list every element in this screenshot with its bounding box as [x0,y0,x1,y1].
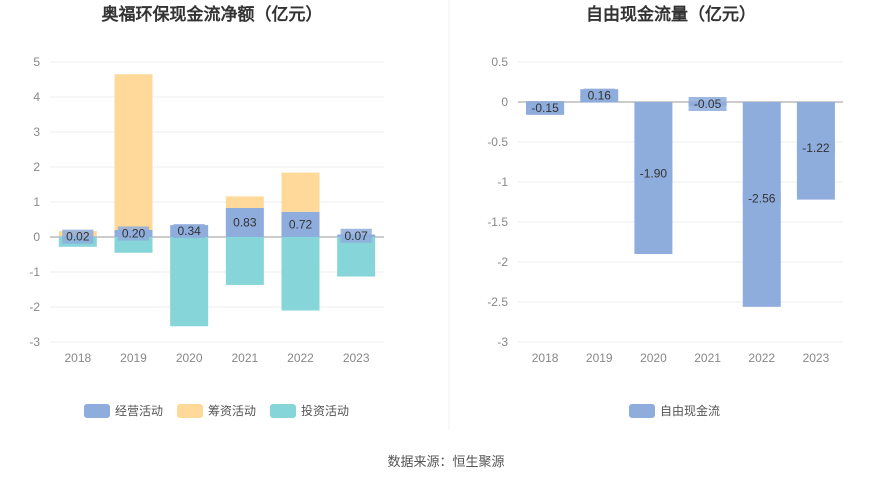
y-tick-label: 4 [33,90,40,104]
data-label-background [742,191,781,206]
bar-筹资活动-2019 [114,74,153,230]
x-tick-label: 2018 [64,351,91,365]
data-label: -0.05 [694,97,722,111]
y-tick-label: 0 [33,230,40,244]
data-label-background [284,217,317,232]
y-tick-label: -1.5 [487,215,508,229]
x-tick-label: 2023 [803,351,830,365]
legend-swatch [84,404,110,418]
bar-投资活动-2020 [170,237,209,327]
data-label: -2.56 [748,191,776,205]
free-cashflow-chart: 自由现金流量（亿元） 0.5 0 -0.5 -1 -1.5 -2 -2.5 -3 2018 2019… [487,4,843,418]
bar-筹资活动-2021 [225,196,264,208]
x-tick-label: 2023 [343,351,370,365]
bar-筹资活动-2022 [281,172,320,212]
x-tick-label: 2019 [120,351,147,365]
cashflow-net-chart: 奥福环保现金流净额（亿元） 5 4 3 2 1 0 -1 -2 -3 2018 2019 2020 202… [29,4,384,418]
data-label: 0.16 [588,89,612,103]
chart-title: 奥福环保现金流净额（亿元） [102,4,323,24]
y-tick-label: -0.5 [487,135,508,149]
data-label-background [173,224,205,239]
x-tick-label: 2022 [748,351,775,365]
bar-投资活动-2023 [337,237,376,277]
bar-投资活动-2021 [225,237,264,285]
data-label: -0.15 [531,101,559,115]
y-tick-label: -2.5 [487,295,508,309]
legend-label: 投资活动 [301,403,349,418]
x-tick-label: 2021 [231,351,258,365]
y-tick-label: -3 [497,335,508,349]
y-tick-label: 2 [33,160,40,174]
data-label: 0.07 [344,229,368,243]
y-tick-label: 3 [33,125,40,139]
data-label-background [583,88,615,103]
data-label: -1.22 [802,141,830,155]
data-label-background [62,229,94,244]
data-label-background [229,215,261,230]
x-tick-label: 2020 [176,351,203,365]
x-tick-label: 2022 [287,351,314,365]
bar-投资活动-2022 [281,237,320,311]
bar-投资活动-2019 [114,237,153,253]
data-label: 0.83 [233,215,257,229]
data-source: 数据来源：恒生聚源 [387,454,504,469]
data-label-background [340,228,372,243]
data-label: 0.72 [289,217,313,231]
data-label: 0.02 [66,230,90,244]
y-tick-label: -2 [29,300,40,314]
data-label-background [796,140,835,155]
y-tick-label: 1 [33,195,40,209]
legend-label: 自由现金流 [660,403,720,418]
data-label: 0.20 [122,227,146,241]
legend-swatch [270,404,296,418]
y-tick-label: -1 [29,265,40,279]
legend-swatch [177,404,203,418]
data-label: 0.34 [177,224,201,238]
legend-swatch [629,404,655,418]
x-tick-label: 2020 [640,351,667,365]
data-label-background [688,97,727,111]
chart-title: 自由现金流量（亿元） [586,4,756,24]
x-tick-label: 2018 [532,351,559,365]
data-label: -1.90 [640,166,668,180]
legend-label: 经营活动 [115,404,163,418]
y-tick-label: -1 [497,175,508,189]
legend-label: 筹资活动 [208,404,256,418]
data-label-background [526,101,565,115]
y-tick-label: 0.5 [491,55,508,69]
y-tick-label: 5 [33,55,40,69]
y-tick-label: -2 [497,255,508,269]
data-label-background [117,226,150,241]
y-tick-label: -3 [29,335,40,349]
x-tick-label: 2019 [586,351,613,365]
data-label-background [634,166,673,181]
x-tick-label: 2021 [694,351,721,365]
y-tick-label: 0 [501,95,508,109]
